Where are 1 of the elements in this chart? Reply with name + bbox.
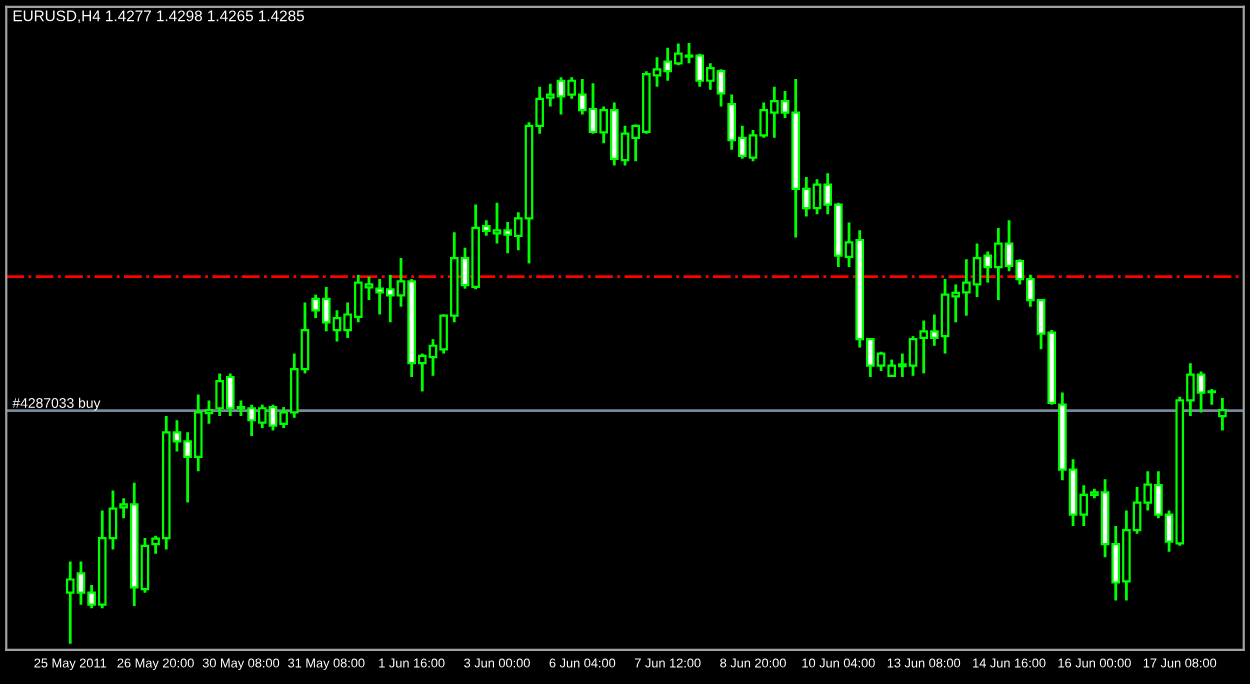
candlestick <box>1218 396 1227 432</box>
